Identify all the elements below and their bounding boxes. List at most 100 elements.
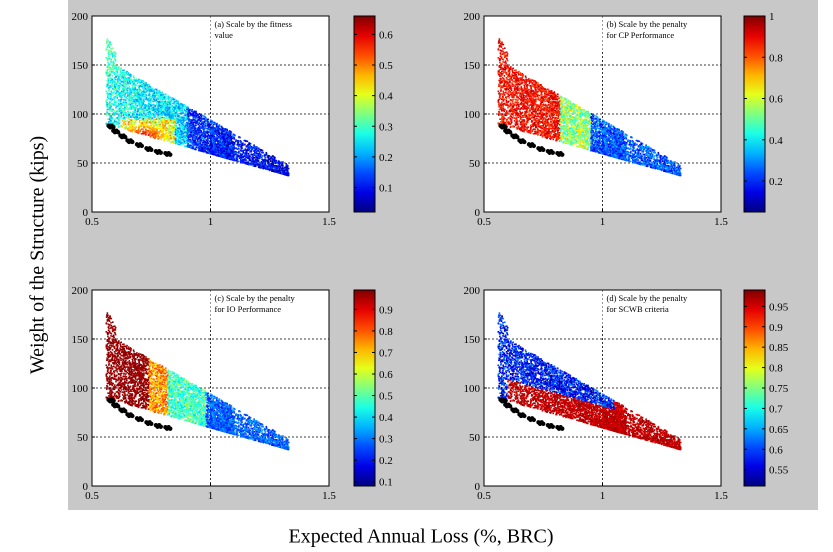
data-point xyxy=(126,83,129,86)
data-point xyxy=(209,131,211,133)
data-point xyxy=(182,130,184,132)
data-point xyxy=(202,123,205,126)
data-point xyxy=(113,96,115,98)
data-point xyxy=(256,146,258,148)
data-point xyxy=(119,105,122,107)
data-point xyxy=(200,131,202,133)
data-point xyxy=(125,126,127,129)
data-point xyxy=(176,140,178,142)
data-point xyxy=(194,119,197,122)
data-point xyxy=(153,134,156,137)
data-point xyxy=(134,121,137,124)
data-point xyxy=(120,67,122,70)
data-point xyxy=(112,80,115,82)
data-point xyxy=(187,143,189,145)
data-point xyxy=(131,130,133,133)
data-point xyxy=(122,86,124,88)
data-point xyxy=(135,129,138,132)
data-point xyxy=(146,118,149,121)
data-point xyxy=(106,106,109,108)
data-point xyxy=(189,133,191,136)
data-point xyxy=(114,52,117,55)
data-point xyxy=(116,71,119,74)
data-point xyxy=(120,85,122,87)
data-point xyxy=(150,114,153,116)
data-point xyxy=(145,115,148,118)
data-point xyxy=(192,111,194,113)
data-point xyxy=(276,171,278,173)
data-point xyxy=(121,89,124,91)
data-point xyxy=(174,125,176,127)
data-point xyxy=(139,98,142,100)
data-point xyxy=(154,93,157,96)
data-point xyxy=(173,130,176,132)
data-point xyxy=(185,118,188,120)
data-point xyxy=(213,133,216,136)
data-point xyxy=(230,136,232,138)
data-point xyxy=(184,131,186,134)
data-point xyxy=(124,80,127,83)
data-point xyxy=(159,118,161,121)
data-point xyxy=(158,95,161,97)
data-point xyxy=(108,98,111,101)
data-point xyxy=(226,157,228,160)
data-point xyxy=(235,139,237,141)
data-point xyxy=(174,123,176,125)
data-point xyxy=(155,136,157,138)
data-point xyxy=(141,116,143,119)
data-point xyxy=(157,93,160,95)
data-point xyxy=(216,136,219,138)
data-point xyxy=(169,119,172,121)
data-point xyxy=(242,144,245,146)
data-point xyxy=(224,131,227,133)
data-point xyxy=(175,134,178,136)
data-point xyxy=(159,115,161,117)
data-point xyxy=(260,163,263,166)
data-point xyxy=(193,138,195,140)
data-point xyxy=(170,98,172,101)
data-point xyxy=(142,80,144,82)
data-point xyxy=(118,115,120,118)
data-point xyxy=(152,128,155,131)
data-point xyxy=(154,100,157,103)
scatter-points xyxy=(105,38,290,177)
data-point xyxy=(105,100,108,102)
data-point xyxy=(121,91,123,94)
data-point xyxy=(119,73,121,75)
data-point xyxy=(126,128,129,130)
data-point xyxy=(187,146,189,148)
data-point xyxy=(233,154,235,156)
data-point xyxy=(125,105,128,107)
data-point xyxy=(108,90,110,92)
data-point xyxy=(129,125,132,127)
data-point xyxy=(145,129,148,132)
data-point xyxy=(157,135,160,137)
data-point xyxy=(119,96,121,99)
data-point xyxy=(267,154,269,157)
data-point xyxy=(163,102,166,105)
data-point xyxy=(264,157,266,159)
data-point xyxy=(185,107,187,110)
data-point xyxy=(171,113,174,115)
data-point xyxy=(173,100,176,103)
data-point xyxy=(220,126,223,128)
data-point xyxy=(205,120,208,123)
data-point xyxy=(106,75,109,77)
data-point xyxy=(169,117,171,120)
data-point xyxy=(254,151,256,153)
data-point xyxy=(171,131,174,133)
data-point xyxy=(138,104,140,106)
data-point xyxy=(173,113,175,116)
data-point xyxy=(115,91,118,93)
data-point xyxy=(136,91,139,94)
data-point xyxy=(126,95,129,97)
data-point xyxy=(171,127,173,129)
data-point xyxy=(109,77,112,79)
data-point xyxy=(133,111,136,113)
data-point xyxy=(165,115,168,118)
data-point xyxy=(218,132,221,135)
data-point xyxy=(239,160,242,163)
data-point xyxy=(231,146,234,148)
data-point xyxy=(139,89,141,91)
